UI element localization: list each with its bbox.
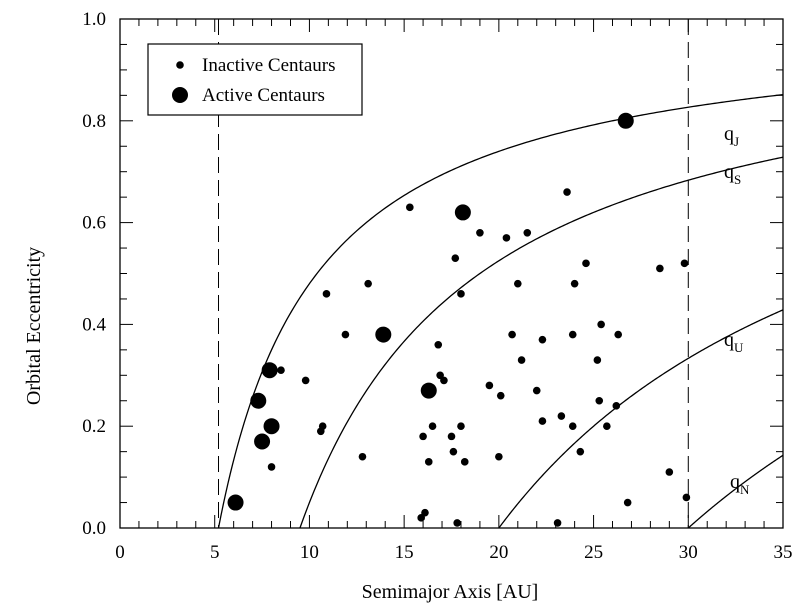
y-axis-title: Orbital Eccentricity [23,247,45,405]
point-inactive [449,447,458,456]
curve-label-J: qJ [724,123,739,149]
point-inactive [665,468,674,476]
point-inactive [485,381,494,390]
point-inactive [603,422,611,431]
point-active [261,362,278,379]
axis-ticks [119,18,784,529]
point-inactive [460,458,469,466]
point-inactive [424,458,433,466]
point-inactive [597,320,605,329]
point-inactive [318,422,327,431]
point-active [263,418,280,435]
point-inactive [656,264,664,273]
point-inactive [267,463,276,471]
curve-N [687,454,783,528]
point-inactive [301,376,310,385]
point-inactive [277,366,285,375]
curve-label-S: qS [724,161,741,187]
point-inactive [453,519,461,527]
point-inactive [614,330,622,339]
point-inactive [502,234,511,242]
point-active [454,204,471,221]
x-tick-label: 15 [395,542,414,563]
tick-labels: 0 5 10 15 20 25 30 35 0.0 0.2 0.4 0.6 0.8 1.0 [82,9,792,563]
point-inactive [563,188,571,196]
x-tick-label: 5 [210,542,220,563]
point-inactive [508,330,516,339]
x-tick-label: 0 [115,542,125,563]
y-tick-label: 0.8 [82,111,106,132]
point-inactive [428,422,437,431]
point-inactive [595,396,604,405]
point-inactive [553,519,562,527]
point-inactive [568,422,577,431]
point-inactive [495,452,503,461]
point-inactive [582,259,590,268]
point-inactive [447,432,456,441]
point-inactive [457,422,465,431]
x-tick-label: 25 [584,542,603,563]
point-inactive [421,508,429,517]
y-tick-label: 0.6 [82,213,106,234]
point-active [250,392,267,409]
point-inactive [514,279,522,288]
point-inactive [680,259,689,268]
legend-marker-active [172,87,188,103]
point-inactive [451,254,460,263]
point-inactive [322,290,331,298]
point-active [227,494,244,511]
curve-S [299,156,783,528]
point-inactive [538,417,547,425]
x-tick-label: 30 [679,542,698,563]
point-inactive [434,340,443,349]
y-tick-label: 1.0 [82,9,106,30]
x-tick-label: 10 [300,542,319,563]
curve-U [498,309,783,528]
legend-label-inactive: Inactive Centaurs [202,55,335,76]
point-inactive [496,391,505,400]
point-inactive [532,386,541,395]
point-inactive [557,412,566,420]
curve-label-N: qN [730,471,750,497]
point-inactive [623,498,632,507]
point-active [375,326,392,343]
legend: Inactive Centaurs Active Centaurs [147,43,363,116]
point-inactive [576,447,585,456]
y-tick-label: 0.2 [82,416,106,437]
point-inactive [523,228,532,237]
perihelion-curves [217,93,783,528]
y-tick-label: 0.0 [82,518,106,539]
point-inactive [341,330,350,339]
x-tick-label: 20 [489,542,508,563]
y-tick-label: 0.4 [82,314,106,335]
point-active [254,433,271,450]
legend-label-active: Active Centaurs [202,85,325,106]
point-inactive [457,290,465,298]
point-inactive [612,402,621,410]
x-tick-label: 35 [774,542,793,563]
point-inactive [593,356,602,364]
point-inactive [476,228,484,237]
point-active [420,382,437,399]
point-inactive [358,452,367,461]
data-points [227,112,691,527]
legend-marker-inactive [176,61,184,69]
curve-J [217,93,783,528]
point-inactive [517,356,526,364]
point-inactive [440,376,448,385]
point-inactive [568,330,577,339]
point-inactive [682,493,691,502]
legend-box [147,43,363,116]
point-inactive [538,335,547,344]
x-axis-title: Semimajor Axis [AU] [362,581,539,603]
point-inactive [364,279,372,288]
point-inactive [406,203,414,212]
point-active [617,112,634,129]
point-inactive [570,279,579,288]
point-inactive [419,432,427,441]
